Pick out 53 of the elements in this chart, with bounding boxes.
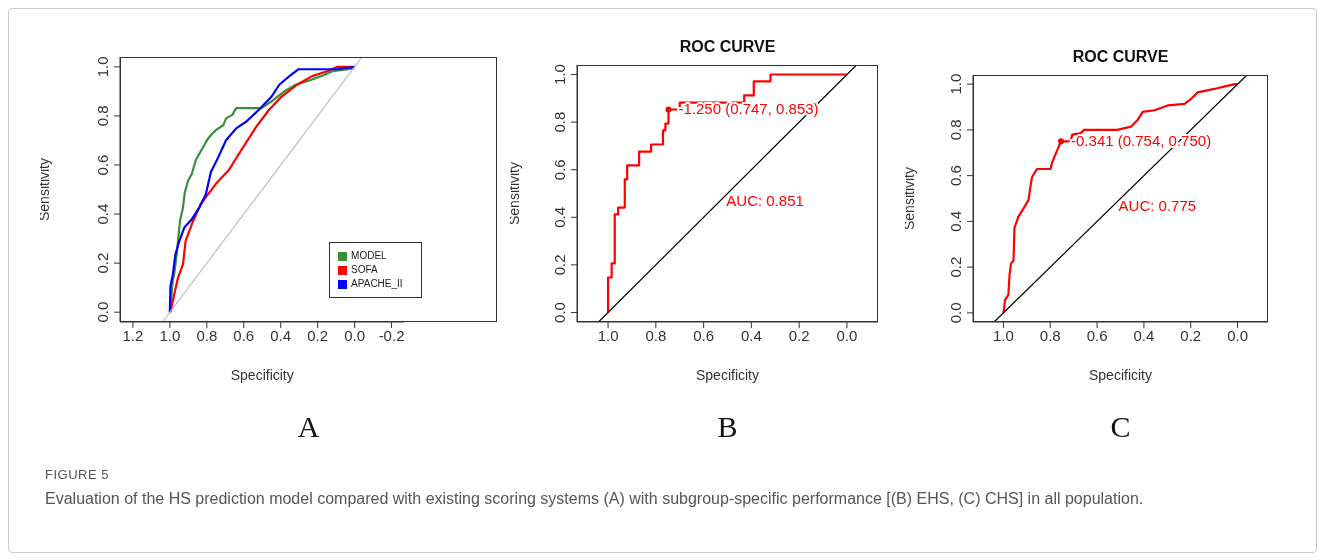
y-tick-label: 1.0 [947, 73, 964, 95]
chart-title: ROC CURVE [678, 38, 777, 56]
x-tick-label: -0.2 [378, 326, 405, 344]
text: Evaluation of the HS prediction model compared with existing scoring systems (A) with subgroup-specific performance [(B) EHS, (C) CHS] in all population. [45, 489, 1145, 509]
y-tick-label: 0.2 [94, 252, 111, 274]
y-tick-label: 1.0 [94, 56, 111, 78]
legend-label: MODEL [351, 250, 387, 262]
x-tick-label: 0.8 [645, 326, 667, 344]
x-tick-label: 0.6 [693, 326, 715, 344]
y-tick-label: 0.6 [94, 154, 111, 176]
y-tick-label: 0.2 [551, 254, 568, 276]
x-tick-label: 1.0 [159, 326, 181, 344]
annotation: AUC: 0.775 [1117, 196, 1198, 214]
y-tick-label: 0.0 [551, 302, 568, 323]
x-tick-label: 1.2 [122, 326, 144, 344]
x-tick-label: 0.4 [740, 326, 762, 344]
x-tick-label: 0.2 [1180, 326, 1202, 344]
x-tick-label: 0.4 [1133, 326, 1155, 344]
y-tick-label: 0.2 [947, 256, 964, 278]
x-tick-label: 0.0 [344, 326, 366, 344]
legend-label: SOFA [351, 264, 378, 276]
y-tick-label: 0.4 [947, 210, 964, 232]
text: B [716, 410, 739, 444]
x-tick-label: 0.0 [836, 326, 858, 344]
y-tick-label: 0.0 [94, 301, 111, 323]
x-axis-title: Specificity [1088, 367, 1153, 383]
x-tick-label: 0.4 [270, 326, 292, 344]
annotation: AUC: 0.851 [725, 192, 805, 210]
x-tick-label: 0.8 [196, 326, 218, 344]
y-tick-label: 0.8 [947, 119, 964, 141]
y-tick-label: 0.6 [947, 165, 964, 187]
text: C [1109, 410, 1132, 444]
y-tick-label: 0.8 [551, 111, 568, 133]
x-axis-title: Specificity [695, 367, 760, 383]
x-tick-label: 1.0 [597, 326, 619, 344]
x-tick-label: 1.0 [993, 326, 1014, 344]
x-tick-label: 0.8 [1039, 326, 1061, 344]
y-tick-label: 0.0 [947, 302, 964, 324]
x-tick-label: 0.2 [307, 326, 329, 344]
x-tick-label: 0.0 [1227, 326, 1248, 344]
text: A [296, 410, 321, 444]
x-tick-label: 0.6 [1086, 326, 1108, 344]
x-tick-label: 0.2 [788, 326, 810, 344]
y-tick-label: 0.6 [551, 159, 568, 181]
text: FIGURE 5 [45, 467, 110, 482]
legend-label: APACHE_II [351, 278, 403, 290]
y-tick-label: 0.4 [94, 203, 111, 225]
x-axis-title: Specificity [230, 367, 294, 383]
y-tick-label: 0.8 [94, 105, 111, 127]
y-tick-label: 1.0 [551, 64, 568, 85]
x-tick-label: 0.6 [233, 326, 255, 344]
chart-title: ROC CURVE [1071, 48, 1170, 66]
y-tick-label: 0.4 [551, 206, 568, 228]
